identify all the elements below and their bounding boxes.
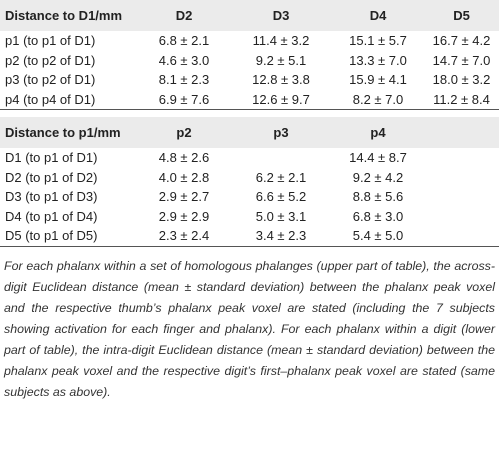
value-cell: 6.9 ± 7.6 bbox=[158, 91, 210, 107]
table-row: p1 (to p1 of D1) 6.8 ± 2.1 11.4 ± 3.2 15.1 … bbox=[0, 31, 499, 51]
header-cell: Distance to D1/mm bbox=[5, 8, 123, 23]
header-cell: p2 bbox=[176, 125, 192, 140]
value-cell: 12.8 ± 3.8 bbox=[252, 72, 310, 88]
value-cell: 11.2 ± 8.4 bbox=[433, 91, 490, 107]
value-cell: 14.7 ± 7.0 bbox=[432, 52, 491, 68]
value-cell: 2.9 ± 2.9 bbox=[158, 208, 210, 224]
row-label: D2 (to p1 of D2) bbox=[5, 169, 98, 185]
row-label: p1 (to p1 of D1) bbox=[5, 33, 96, 49]
value-cell: 4.8 ± 2.6 bbox=[158, 150, 210, 166]
value-cell: 3.4 ± 2.3 bbox=[255, 228, 307, 244]
header-cell: Distance to p1/mm bbox=[5, 125, 121, 140]
value-cell: 13.3 ± 7.0 bbox=[349, 52, 407, 68]
table-row: p2 (to p2 of D1) 4.6 ± 3.0 9.2 ± 5.1 13.3 ±… bbox=[0, 51, 499, 71]
value-cell: 18.0 ± 3.2 bbox=[432, 72, 491, 88]
value-cell: 5.4 ± 5.0 bbox=[352, 228, 404, 244]
value-cell: 2.9 ± 2.7 bbox=[158, 189, 210, 205]
header-cell: p4 bbox=[370, 125, 386, 140]
row-label: D3 (to p1 of D3) bbox=[5, 189, 98, 205]
header-cell: D5 bbox=[453, 8, 470, 23]
value-cell: 5.0 ± 3.1 bbox=[255, 208, 307, 224]
value-cell: 6.6 ± 5.2 bbox=[255, 189, 307, 205]
value-cell: 14.4 ± 8.7 bbox=[349, 150, 407, 166]
table-upper: Distance to D1/mm D2 D3 D4 D5 p1 (to p1 of D1… bbox=[0, 0, 499, 110]
table-row: D3 (to p1 of D3) 2.9 ± 2.7 6.6 ± 5.2 8.8 ± … bbox=[0, 187, 499, 207]
value-cell: 12.6 ± 9.7 bbox=[252, 91, 310, 107]
header-cell: D4 bbox=[369, 8, 387, 23]
value-cell: 9.2 ± 5.1 bbox=[255, 52, 307, 68]
value-cell: 8.8 ± 5.6 bbox=[352, 189, 404, 205]
value-cell: 2.3 ± 2.4 bbox=[158, 228, 210, 244]
table-row: p3 (to p2 of D1) 8.1 ± 2.3 12.8 ± 3.8 15.9 … bbox=[0, 70, 499, 90]
value-cell: 15.1 ± 5.7 bbox=[349, 33, 407, 49]
value-cell: 11.4 ± 3.2 bbox=[252, 33, 310, 49]
table-row: D5 (to p1 of D5) 2.3 ± 2.4 3.4 ± 2.3 5.4 ± … bbox=[0, 226, 499, 246]
value-cell: 15.9 ± 4.1 bbox=[349, 72, 407, 88]
value-cell: 6.2 ± 2.1 bbox=[255, 169, 307, 185]
value-cell: 8.1 ± 2.3 bbox=[158, 72, 210, 88]
value-cell: 9.2 ± 4.2 bbox=[352, 169, 404, 185]
table-lower: Distance to p1/mm p2 p3 p4 D1 (to p1 of D1) 4… bbox=[0, 117, 499, 247]
header-row: Distance to D1/mm D2 D3 D4 D5 bbox=[0, 0, 499, 31]
value-cell: 6.8 ± 3.0 bbox=[352, 208, 404, 224]
value-cell: 4.6 ± 3.0 bbox=[158, 52, 210, 68]
row-label: D1 (to p1 of D1) bbox=[5, 150, 98, 166]
caption: For each phalanx within a set of homolog… bbox=[4, 259, 495, 399]
table-row: D4 (to p1 of D4) 2.9 ± 2.9 5.0 ± 3.1 6.8 ± … bbox=[0, 207, 499, 227]
row-label: p3 (to p2 of D1) bbox=[5, 72, 96, 88]
table-row: D1 (to p1 of D1) 4.8 ± 2.6 14.4 ± 8.7 bbox=[0, 148, 499, 168]
table-row: D2 (to p1 of D2) 4.0 ± 2.8 6.2 ± 2.1 9.2 ± … bbox=[0, 168, 499, 188]
value-cell: 6.8 ± 2.1 bbox=[158, 33, 210, 49]
value-cell: 8.2 ± 7.0 bbox=[352, 91, 404, 107]
value-cell: 16.7 ± 4.2 bbox=[432, 33, 491, 49]
row-label: D4 (to p1 of D4) bbox=[5, 208, 98, 224]
value-cell: 4.0 ± 2.8 bbox=[158, 169, 210, 185]
header-cell: D2 bbox=[175, 8, 193, 23]
row-label: p2 (to p2 of D1) bbox=[5, 52, 96, 68]
row-label: p4 (to p4 of D1) bbox=[5, 91, 96, 107]
table-row: p4 (to p4 of D1) 6.9 ± 7.6 12.6 ± 9.7 8.2 ±… bbox=[0, 90, 499, 110]
row-label: D5 (to p1 of D5) bbox=[5, 228, 98, 244]
header-row: Distance to p1/mm p2 p3 p4 bbox=[0, 117, 499, 148]
header-cell: p3 bbox=[273, 125, 289, 140]
header-cell: D3 bbox=[272, 8, 290, 23]
